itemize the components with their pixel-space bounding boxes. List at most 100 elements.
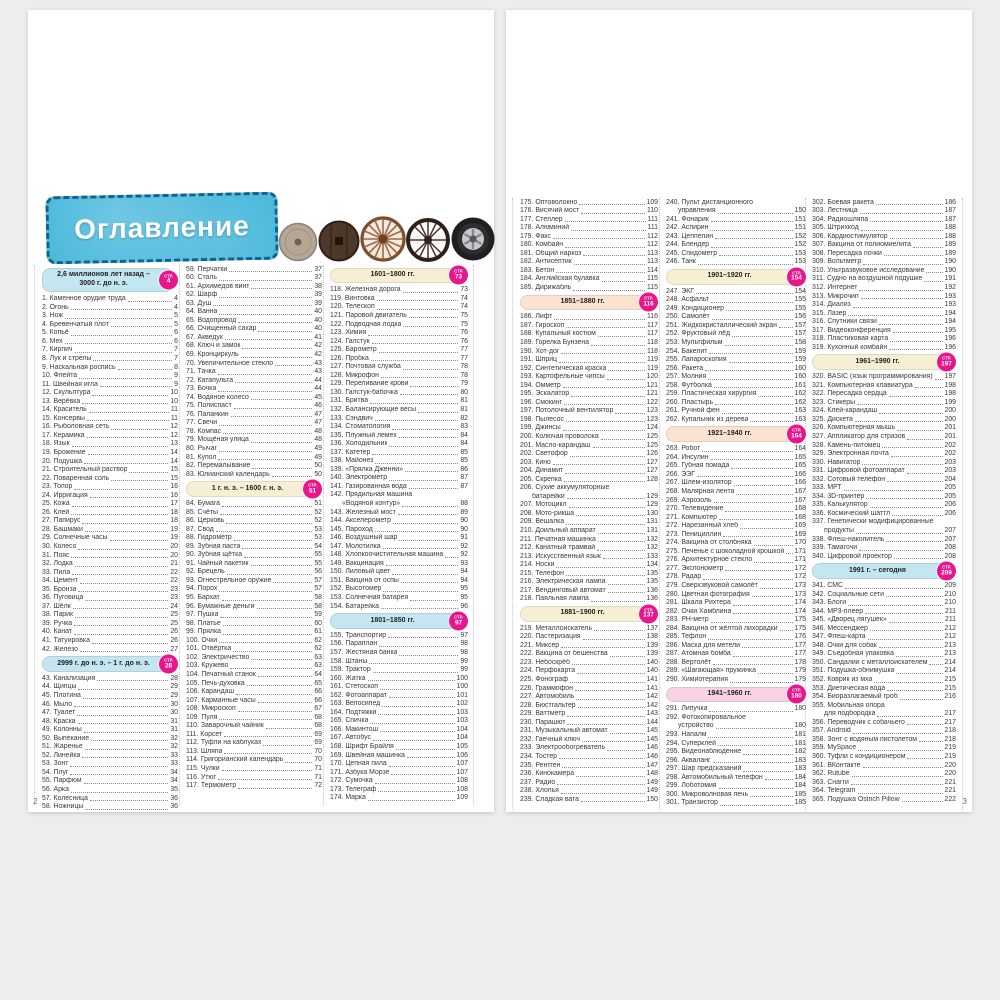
toc-entry: 76. Паланкин 47	[186, 410, 322, 418]
toc-entry: 156. Параплан 98	[330, 640, 468, 648]
dot-leader	[582, 638, 645, 640]
toc-entry: 153. Солнечная батарея 95	[330, 594, 468, 602]
toc-entry: 291. Липучка 180	[666, 705, 806, 713]
toc-entry: 62. Шарф 39	[186, 291, 322, 299]
toc-entry: 353. Диетическая вода 215	[812, 684, 956, 692]
dot-leader	[889, 349, 943, 351]
toc-entry: 55. Парфюм 34	[42, 777, 178, 785]
dot-leader	[885, 596, 943, 598]
toc-entry: 317. Видеоконференция 195	[812, 326, 956, 334]
dot-leader	[858, 749, 943, 751]
dot-leader	[607, 749, 645, 751]
dot-leader	[410, 385, 459, 387]
dot-leader	[83, 731, 169, 733]
toc-entry: 337. Генетически модифицированные	[812, 518, 934, 526]
dot-leader	[848, 315, 943, 317]
toc-entry: 2. Огонь 4	[42, 303, 178, 311]
page-stamp: СТР. 164	[787, 424, 806, 444]
toc-entry: 41. Татуировка 26	[42, 637, 178, 645]
toc-entry: «Водяной контур» 88	[342, 500, 468, 508]
dot-leader	[855, 532, 943, 534]
dot-leader	[857, 792, 943, 794]
toc-entry: 19. Брожение 14	[42, 448, 178, 456]
dot-leader	[740, 527, 793, 529]
dot-leader	[242, 548, 313, 550]
toc-entry: 10. Флейта 9	[42, 372, 178, 380]
dot-leader	[71, 505, 169, 507]
dot-leader	[708, 378, 793, 380]
dot-leader	[723, 536, 793, 538]
toc-entry: 83. Юлианский календарь 50	[186, 470, 322, 478]
dot-leader	[271, 476, 313, 478]
toc-entry: 69. Кронциркуль 42	[186, 351, 322, 359]
toc-entry: 174. Марка 109	[330, 794, 468, 802]
toc-entry: 315. Лазер 194	[812, 309, 956, 317]
toc-entry: 186. Лифт 116	[520, 313, 658, 321]
dot-leader	[251, 288, 313, 290]
toc-entry: 273. Пенициллин 169	[666, 530, 806, 538]
dot-leader	[252, 467, 313, 469]
toc-column-3: 1601–1800 гг. СТР. 73 118. Железная дорога 7…	[330, 265, 468, 802]
toc-entry: 302. Боевая ракета 186	[812, 198, 956, 206]
dot-leader	[893, 558, 943, 560]
dot-leader	[380, 608, 459, 610]
dot-leader	[370, 722, 455, 724]
toc-entry: 31. Пояс 20	[42, 551, 178, 559]
dot-leader	[78, 688, 169, 690]
toc-entry: 303. Лестница 187	[812, 207, 956, 215]
toc-entry: 45. Плотина 29	[42, 692, 178, 699]
toc-entry: 46. Мыло 30	[42, 700, 178, 708]
page-stamp: СТР. 73	[449, 265, 468, 285]
dot-leader	[607, 583, 645, 585]
toc-entry: 238. Хлопья 149	[520, 787, 658, 795]
dot-leader	[896, 672, 943, 674]
dot-leader	[273, 582, 313, 584]
dot-leader	[399, 654, 459, 656]
toc-entry: 87. Свод 53	[186, 525, 322, 533]
toc-entry: 102. Электричество 63	[186, 653, 322, 661]
dot-leader	[93, 360, 173, 362]
dot-leader	[371, 343, 459, 345]
dot-leader	[609, 732, 645, 734]
column-divider	[512, 198, 513, 810]
dot-leader	[229, 271, 313, 273]
dot-leader	[581, 212, 645, 214]
dot-leader	[851, 775, 943, 777]
toc-entry: 311. Судно на воздушной подушке 191	[812, 275, 956, 283]
dot-leader	[556, 272, 645, 274]
toc-entry: 184. Английская булавка 115	[520, 275, 658, 283]
toc-entry: 171. Азбука Морзе 107	[330, 768, 468, 776]
toc-entry: 347. Флеш-карта 212	[812, 633, 956, 641]
toc-entry: 164. Подтяжки 103	[330, 708, 468, 716]
dot-leader	[579, 204, 645, 206]
dot-leader	[743, 770, 793, 772]
dot-leader	[715, 238, 793, 240]
toc-entry: 224. Перфокарта 140	[520, 667, 658, 675]
toc-entry: 128. Микрофон 78	[330, 371, 468, 379]
toc-entry: 242. Аспирин 151	[666, 224, 806, 232]
dot-leader	[581, 801, 645, 803]
dot-leader	[887, 481, 943, 483]
dot-leader	[410, 599, 459, 601]
dot-leader	[402, 291, 459, 293]
dot-leader	[850, 784, 943, 786]
dot-leader	[597, 541, 645, 543]
toc-entry: 200. Колючая проволока 125	[520, 433, 658, 441]
dot-leader	[888, 395, 943, 397]
toc-entry: 267. Шлем-изолятор 166	[666, 479, 806, 487]
toc-entry: 139. «Прялка Дженни» 86	[330, 465, 468, 473]
toc-entry: 257. Молния 160	[666, 373, 806, 381]
dot-leader	[85, 599, 169, 601]
toc-entry: 216. Электрическая лампа 135	[520, 578, 658, 586]
dot-leader	[857, 404, 943, 406]
dot-leader	[573, 289, 645, 291]
dot-leader	[235, 382, 313, 384]
toc-entry: 44. Щипцы 29	[42, 683, 178, 691]
dot-leader	[111, 428, 169, 430]
dot-leader	[573, 263, 645, 265]
dot-leader	[563, 481, 645, 483]
toc-entry: 276. Архитектурное стекло 171	[666, 556, 806, 564]
dot-leader	[607, 592, 645, 594]
toc-entry: 213. Искусственный язык 133	[520, 552, 658, 560]
toc-entry: 166. Макинтош 104	[330, 725, 468, 733]
